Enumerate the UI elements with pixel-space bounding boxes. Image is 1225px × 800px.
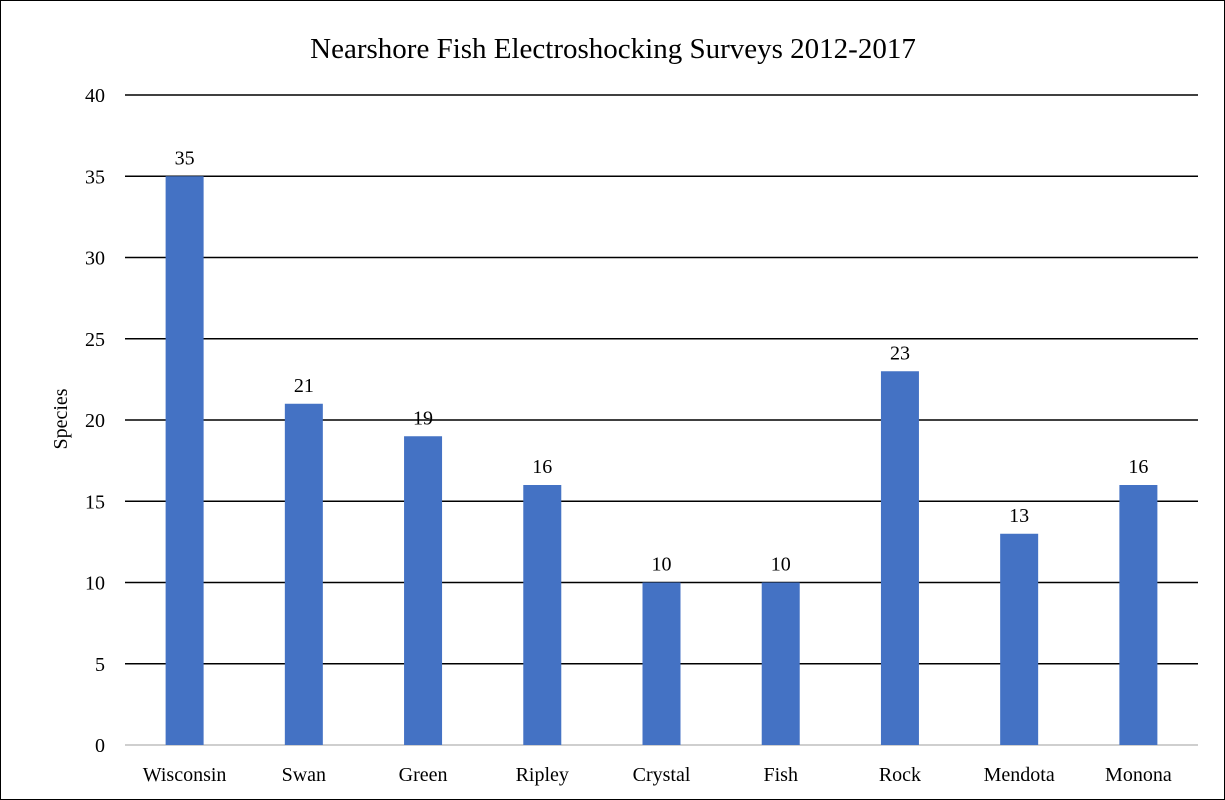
chart-title: Nearshore Fish Electroshocking Surveys 2… (310, 33, 916, 65)
x-tick-label: Rock (879, 764, 921, 786)
y-tick-label: 5 (95, 654, 105, 676)
y-tick-label: 20 (85, 410, 105, 432)
y-tick-label: 10 (85, 573, 105, 595)
x-tick-label: Mendota (984, 764, 1055, 786)
y-tick-label: 25 (85, 329, 105, 351)
bar-green (404, 436, 443, 745)
data-label: 21 (294, 375, 314, 397)
bar-rock (880, 371, 919, 745)
data-label: 23 (890, 342, 910, 364)
x-tick-label: Fish (763, 764, 797, 786)
x-tick-label: Monona (1105, 764, 1172, 786)
data-label: 16 (1128, 456, 1148, 478)
bar-mendota (1000, 533, 1039, 745)
bar-monona (1119, 485, 1158, 745)
x-tick-label: Swan (282, 764, 326, 786)
data-label: 19 (413, 407, 433, 429)
y-tick-label: 0 (95, 735, 105, 757)
y-axis-label: Species (50, 388, 72, 449)
data-label: 35 (175, 147, 195, 169)
bars (165, 176, 1158, 745)
bar-crystal (642, 582, 681, 745)
bar-swan (284, 403, 323, 745)
x-tick-label: Green (399, 764, 448, 786)
data-label: 10 (652, 554, 672, 576)
x-tick-label: Ripley (516, 764, 569, 786)
bar-ripley (523, 485, 562, 745)
bar-wisconsin (165, 176, 204, 745)
y-tick-label: 30 (85, 248, 105, 270)
data-label: 16 (532, 456, 552, 478)
data-label: 10 (771, 554, 791, 576)
x-axis-ticks: Wisconsin Swan Green Ripley Crystal Fish Rock M… (143, 764, 1172, 786)
y-tick-label: 40 (85, 85, 105, 107)
x-tick-label: Wisconsin (143, 764, 227, 786)
data-label: 13 (1009, 505, 1029, 527)
y-tick-label: 15 (85, 491, 105, 513)
data-labels: 35 21 19 16 10 10 23 13 16 (175, 147, 1149, 575)
y-axis-ticks: 0 5 10 15 20 25 30 35 40 (85, 85, 105, 757)
bar-fish (761, 582, 800, 745)
y-tick-label: 35 (85, 166, 105, 188)
x-tick-label: Crystal (633, 764, 691, 786)
